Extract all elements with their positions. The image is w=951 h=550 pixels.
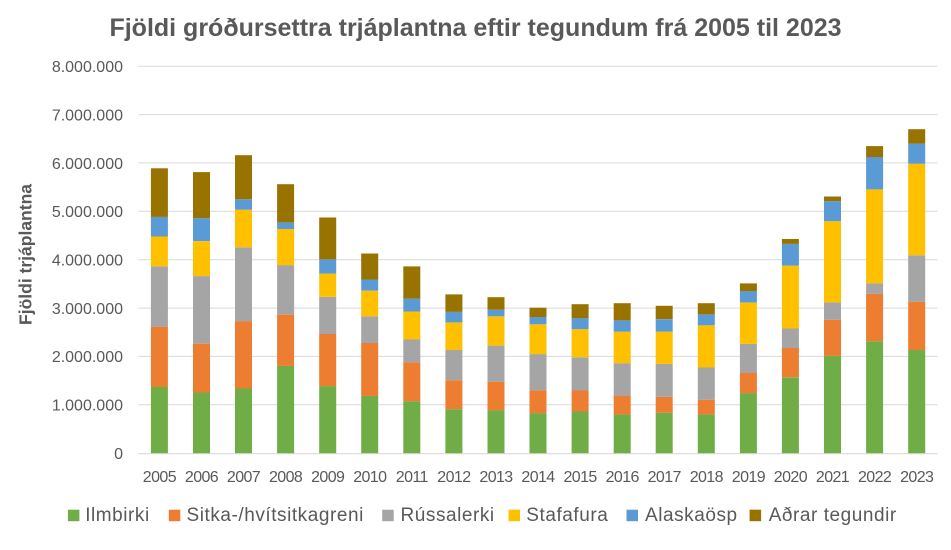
svg-text:2008: 2008: [269, 469, 303, 486]
svg-text:2011: 2011: [396, 469, 429, 486]
svg-text:Alaskaösp: Alaskaösp: [645, 505, 738, 526]
svg-text:2017: 2017: [648, 469, 682, 486]
svg-text:2014: 2014: [521, 469, 555, 486]
svg-text:2007: 2007: [227, 469, 261, 486]
svg-text:7.000.000: 7.000.000: [52, 107, 123, 124]
svg-text:2005: 2005: [143, 469, 177, 486]
svg-text:5.000.000: 5.000.000: [52, 204, 123, 221]
svg-text:Fjöldi trjáplantna: Fjöldi trjáplantna: [15, 184, 35, 325]
svg-text:0: 0: [114, 446, 123, 463]
svg-text:3.000.000: 3.000.000: [52, 301, 123, 318]
svg-text:2019: 2019: [732, 469, 766, 486]
svg-text:Ilmbirki: Ilmbirki: [85, 505, 150, 526]
svg-text:2.000.000: 2.000.000: [52, 349, 123, 366]
svg-text:2015: 2015: [563, 469, 597, 486]
svg-text:2020: 2020: [774, 469, 808, 486]
svg-text:2018: 2018: [690, 469, 724, 486]
svg-text:2009: 2009: [311, 469, 345, 486]
svg-text:2010: 2010: [353, 469, 387, 486]
svg-text:2022: 2022: [858, 469, 892, 486]
svg-text:2013: 2013: [479, 469, 513, 486]
svg-text:2021: 2021: [816, 469, 850, 486]
svg-text:1.000.000: 1.000.000: [52, 398, 123, 415]
svg-text:2023: 2023: [900, 469, 934, 486]
svg-text:2012: 2012: [437, 469, 471, 486]
svg-text:Stafafura: Stafafura: [526, 505, 608, 526]
svg-text:Sitka-/hvítsitkagreni: Sitka-/hvítsitkagreni: [187, 505, 364, 526]
svg-text:Rússalerki: Rússalerki: [401, 505, 495, 526]
svg-text:Aðrar tegundir: Aðrar tegundir: [769, 505, 897, 526]
svg-text:Fjöldi gróðursettra trjáplantn: Fjöldi gróðursettra trjáplantna eftir te…: [109, 14, 841, 42]
svg-text:6.000.000: 6.000.000: [52, 156, 123, 173]
svg-text:4.000.000: 4.000.000: [52, 253, 123, 270]
svg-text:8.000.000: 8.000.000: [52, 59, 123, 76]
svg-text:2016: 2016: [606, 469, 640, 486]
svg-text:2006: 2006: [185, 469, 219, 486]
